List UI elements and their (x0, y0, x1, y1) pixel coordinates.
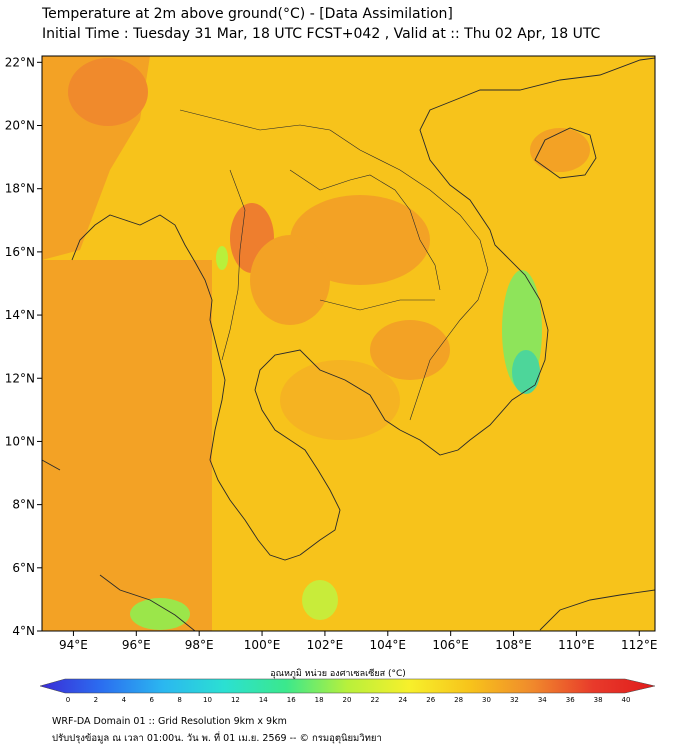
footer-model-info: WRF-DA Domain 01 :: Grid Resolution 9km … (52, 716, 287, 727)
warm-zone-ocean (42, 260, 212, 631)
warm-zone-hainan (530, 128, 590, 172)
border-china (179, 109, 331, 131)
lon-tick-label: 110°E (558, 638, 595, 652)
warm-zone-gulf (280, 360, 400, 440)
axis-labels: 94°E 96°E 98°E 100°E 102°E 104°E 106°E 108°E 110… (5, 55, 658, 652)
plot-frame (41, 55, 656, 632)
lon-tick-label: 104°E (370, 638, 407, 652)
warm-zone-central (250, 235, 330, 325)
colorbar-tick-label: 24 (398, 696, 407, 704)
colorbar-tick-label: 6 (149, 696, 154, 704)
myanmar-coast (71, 214, 301, 561)
colorbar-tick-label: 18 (315, 696, 324, 704)
cool-zone-sumatra (130, 598, 190, 630)
colorbar-tick-label: 32 (510, 696, 519, 704)
colorbar-title: อุณหภูมิ หน่วย องศาเซลเซียส (°C) (270, 669, 406, 679)
colorbar (39, 678, 656, 694)
gulf-of-thailand-coast (254, 349, 401, 556)
lon-tick-label: 96°E (122, 638, 151, 652)
lon-tick-label: 102°E (307, 638, 344, 652)
temperature-field (42, 56, 655, 631)
lat-tick-label: 14°N (5, 308, 35, 322)
lon-tick-label: 98°E (185, 638, 214, 652)
colorbar-tick-label: 16 (287, 696, 296, 704)
colorbar-tick-label: 2 (94, 696, 98, 704)
border-myanmar-thailand (221, 169, 246, 361)
lat-tick-label: 12°N (5, 371, 35, 385)
lat-tick-label: 8°N (12, 498, 35, 512)
lat-tick-label: 16°N (5, 245, 35, 259)
coastlines (42, 57, 655, 631)
admin-borders (179, 109, 489, 421)
colorbar-tick-label: 8 (177, 696, 181, 704)
colorbar-tick-label: 38 (594, 696, 603, 704)
colorbar-tick-label: 26 (426, 696, 435, 704)
map-subtitle: Initial Time : Tuesday 31 Mar, 18 UTC FC… (42, 26, 601, 42)
colorbar-tick-label: 14 (259, 696, 268, 704)
colorbar-tick-label: 34 (538, 696, 547, 704)
warm-zone-cambodia (370, 320, 450, 380)
borneo-coast (539, 589, 655, 631)
lon-tick-label: 108°E (495, 638, 532, 652)
map-title: Temperature at 2m above ground(°C) - [Da… (42, 6, 453, 22)
border-cambodia-vietnam (409, 339, 446, 421)
colorbar-tick-label: 12 (231, 696, 240, 704)
colorbar-tick-label: 36 (566, 696, 575, 704)
colorbar-tick-label: 28 (454, 696, 463, 704)
lat-tick-label: 4°N (12, 624, 35, 638)
colorbar-tick-label: 22 (370, 696, 379, 704)
lat-tick-label: 20°N (5, 119, 35, 133)
lat-tick-label: 6°N (12, 561, 35, 575)
sumatra-coast (99, 574, 196, 631)
colorbar-ticks: 0 2 4 6 8 10 12 14 16 18 20 22 24 26 28 30 32 34 36 38 40 (66, 696, 631, 704)
border-thailand-cambodia (319, 299, 435, 311)
colorbar-tick-label: 0 (66, 696, 70, 704)
lon-tick-label: 100°E (244, 638, 281, 652)
andaman-coast (42, 459, 61, 471)
colorbar-tick-label: 20 (343, 696, 352, 704)
colorbar-tick-label: 10 (203, 696, 212, 704)
colorbar-tick-label: 30 (482, 696, 491, 704)
footer-update-info: ปรับปรุงข้อมูล ณ เวลา 01:00น. วัน พ. ที่… (52, 733, 382, 744)
lat-tick-label: 10°N (5, 434, 35, 448)
colorbar-tick-label: 40 (622, 696, 631, 704)
cool-zone-shan (216, 246, 228, 270)
lon-tick-label: 106°E (432, 638, 469, 652)
lat-tick-label: 18°N (5, 182, 35, 196)
mekong-coast (399, 57, 655, 456)
colorbar-tick-label: 4 (122, 696, 127, 704)
lat-tick-label: 22°N (5, 55, 35, 69)
hainan-coast (534, 127, 597, 179)
axis-ticks (37, 61, 640, 636)
hot-spot-northwest (68, 58, 148, 126)
border-thailand-laos (289, 169, 441, 291)
cool-zone-malay (302, 580, 338, 620)
border-laos-vietnam (329, 129, 489, 341)
lon-tick-label: 94°E (59, 638, 88, 652)
cool-zone-vietnam-core (512, 350, 540, 394)
lon-tick-label: 112°E (621, 638, 658, 652)
